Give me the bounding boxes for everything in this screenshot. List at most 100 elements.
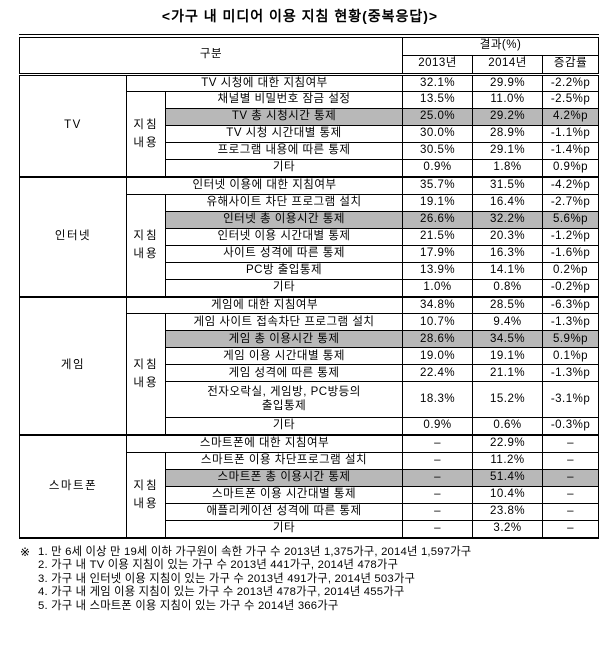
value-2013-cell: 22.4% <box>402 364 474 383</box>
value-change-cell: 4.2%p <box>542 108 600 127</box>
item-label-cell: PC방 출입통제 <box>164 261 404 280</box>
item-label-cell: 채널별 비밀번호 잠금 설정 <box>164 91 404 110</box>
value-2013-cell: – <box>402 486 474 505</box>
header-category: 구분 <box>18 35 404 76</box>
item-label-cell: 인터넷 이용 시간대별 통제 <box>164 227 404 246</box>
value-change-cell: -2.5%p <box>542 91 600 110</box>
value-2013-cell: 32.1% <box>402 73 474 93</box>
value-2013-cell: 26.6% <box>402 210 474 229</box>
value-2013-cell: 35.7% <box>402 176 474 195</box>
value-change-cell: – <box>542 452 600 471</box>
value-2014-cell: 9.4% <box>472 313 544 332</box>
value-2013-cell: – <box>402 520 474 539</box>
item-label-cell: 게임 총 이용시간 통제 <box>164 330 404 349</box>
guide-label-line2: 내용 <box>133 497 159 510</box>
value-change-cell: – <box>542 434 600 454</box>
value-2014-cell: 20.3% <box>472 227 544 246</box>
value-2014-cell: 34.5% <box>472 330 544 349</box>
reference-mark: ※ <box>20 544 31 559</box>
item-label-cell: 애플리케이션 성격에 따른 통제 <box>164 503 404 522</box>
header-result-group: 결과(%) <box>402 35 600 56</box>
value-2014-cell: 31.5% <box>472 176 544 195</box>
guide-label-line1: 지침 <box>133 479 159 492</box>
item-label-cell: 사이트 성격에 따른 통제 <box>164 244 404 263</box>
value-2013-cell: 10.7% <box>402 313 474 332</box>
header-2013: 2013년 <box>402 54 474 76</box>
value-change-cell: 5.9%p <box>542 330 600 349</box>
item-label-cell: 인터넷 총 이용시간 통제 <box>164 210 404 229</box>
item-label-cell: 게임 이용 시간대별 통제 <box>164 347 404 366</box>
value-2013-cell: 19.1% <box>402 193 474 212</box>
guide-content-label-cell: 지침 내용 <box>126 313 166 436</box>
value-2014-cell: 28.9% <box>472 125 544 144</box>
value-change-cell: -1.1%p <box>542 125 600 144</box>
value-change-cell: -1.6%p <box>542 244 600 263</box>
footnote-list: 1. 만 6세 이상 만 19세 이하 가구원이 속한 가구 수 2013년 1… <box>38 546 600 613</box>
table-row: 전자오락실, 게임방, PC방등의 출입통제 18.3% 15.2% -3.1%… <box>20 381 600 419</box>
value-2014-cell: 16.3% <box>472 244 544 263</box>
category-cell-smartphone: 스마트폰 <box>19 434 127 539</box>
value-2013-cell: 13.9% <box>402 261 474 280</box>
guide-content-label-cell: 지침 내용 <box>126 193 166 298</box>
guide-label-line2: 내용 <box>133 248 159 261</box>
value-2013-cell: 30.5% <box>402 142 474 161</box>
item-label-cell: 인터넷 이용에 대한 지침여부 <box>125 176 404 195</box>
value-2014-cell: 51.4% <box>472 469 544 488</box>
value-2013-cell: – <box>402 469 474 488</box>
header-row-top: 구분 결과(%) <box>18 35 600 76</box>
header-2014: 2014년 <box>472 54 544 76</box>
header-change: 증감률 <box>542 54 600 76</box>
table-row-highlighted: TV 총 시청시간 통제 25.0% 29.2% 4.2%p <box>20 108 600 127</box>
value-change-cell: – <box>542 486 600 505</box>
table-row: 애플리케이션 성격에 따른 통제 – 23.8% – <box>20 503 600 522</box>
value-2013-cell: 21.5% <box>402 227 474 246</box>
value-2014-cell: 21.1% <box>472 364 544 383</box>
item-label-cell: 게임에 대한 지침여부 <box>125 295 404 315</box>
value-2013-cell: – <box>402 503 474 522</box>
footnote-line: 1. 만 6세 이상 만 19세 이하 가구원이 속한 가구 수 2013년 1… <box>38 545 472 558</box>
guide-label-line1: 지침 <box>133 358 159 371</box>
media-guideline-table: 구분 결과(%) 2013년 2014년 증감률 TV TV 시청에 대한 지침… <box>18 34 600 539</box>
value-change-cell: -3.1%p <box>542 381 600 419</box>
category-cell-game: 게임 <box>19 295 127 436</box>
guide-label-line2: 내용 <box>133 377 159 390</box>
value-2014-cell: 29.2% <box>472 108 544 127</box>
table-row: TV TV 시청에 대한 지침여부 32.1% 29.9% -2.2%p <box>19 72 600 178</box>
footnote-line: 2. 가구 내 TV 이용 지침이 있는 가구 수 2013년 441가구, 2… <box>38 559 399 572</box>
item-label-cell: 기타 <box>164 520 404 539</box>
item-label-cell: TV 총 시청시간 통제 <box>164 108 404 127</box>
value-2013-cell: 19.0% <box>402 347 474 366</box>
value-change-cell: -0.2%p <box>542 278 600 298</box>
value-2013-cell: – <box>402 452 474 471</box>
value-2013-cell: 17.9% <box>402 244 474 263</box>
item-label-cell: 기타 <box>164 278 404 298</box>
item-label-cell: 게임 성격에 따른 통제 <box>164 364 404 383</box>
value-2013-cell: 1.0% <box>402 278 474 298</box>
value-2014-cell: 11.2% <box>472 452 544 471</box>
value-2013-cell: 13.5% <box>402 91 474 110</box>
value-change-cell: – <box>542 469 600 488</box>
value-2014-cell: 15.2% <box>472 381 544 419</box>
item-label-cell: TV 시청 시간대별 통제 <box>164 125 404 144</box>
value-change-cell: -4.2%p <box>542 176 600 195</box>
value-change-cell: -6.3%p <box>542 295 600 315</box>
item-label-cell: 스마트폰 이용 시간대별 통제 <box>164 486 404 505</box>
item-label-cell: 기타 <box>164 159 404 178</box>
value-2013-cell: – <box>402 434 474 454</box>
value-2013-cell: 30.0% <box>402 125 474 144</box>
value-2014-cell: 28.5% <box>472 295 544 315</box>
value-2013-cell: 34.8% <box>402 295 474 315</box>
value-2014-cell: 19.1% <box>472 347 544 366</box>
table-row: 게임 게임에 대한 지침여부 34.8% 28.5% -6.3%p <box>19 295 600 436</box>
value-2014-cell: 1.8% <box>472 159 544 178</box>
value-change-cell: 0.9%p <box>542 159 600 178</box>
value-2013-cell: 0.9% <box>402 159 474 178</box>
value-change-cell: -2.7%p <box>542 193 600 212</box>
guide-content-label-cell: 지침 내용 <box>126 452 166 539</box>
value-2014-cell: 14.1% <box>472 261 544 280</box>
item-label-cell: 게임 사이트 접속차단 프로그램 설치 <box>164 313 404 332</box>
item-label-cell: 프로그램 내용에 따른 통제 <box>164 142 404 161</box>
value-change-cell: -2.2%p <box>542 73 600 93</box>
value-2013-cell: 28.6% <box>402 330 474 349</box>
item-label-cell: 기타 <box>164 417 404 436</box>
